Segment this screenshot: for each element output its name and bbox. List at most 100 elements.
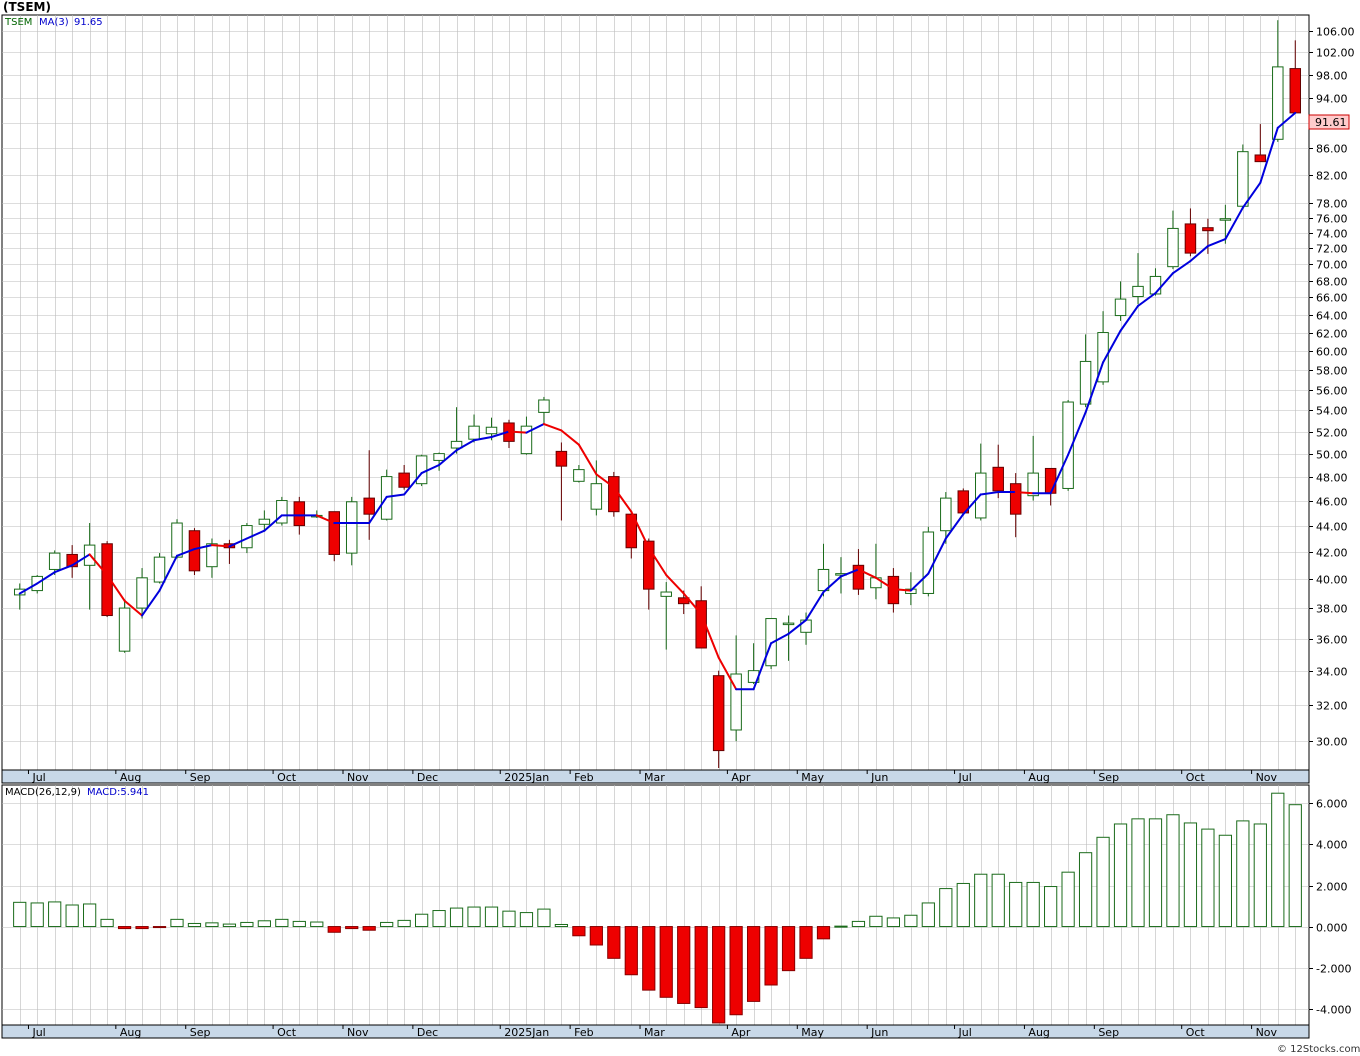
ma3-segment: [315, 514, 336, 525]
ma3-segment: [473, 435, 493, 442]
ma3-segment: [1137, 292, 1157, 307]
macd-bar-negative: [117, 926, 132, 930]
candle-body-down: [555, 450, 568, 467]
month-label: Oct: [1186, 771, 1206, 784]
candle: [992, 444, 1004, 499]
macd-tick-label: 4.000: [1316, 839, 1348, 852]
month-label: Nov: [1256, 771, 1278, 784]
macd-bar-positive: [100, 918, 114, 928]
price-tick-label: 62.00: [1316, 328, 1348, 341]
macd-bar-positive: [484, 906, 499, 928]
ma3-segment: [1154, 272, 1174, 295]
ma3-segment: [525, 423, 545, 434]
macd-bar-negative: [607, 926, 621, 959]
candle: [398, 464, 410, 490]
candle: [363, 450, 375, 540]
candle-body-down: [1254, 154, 1267, 163]
ma3-segment: [979, 491, 1000, 496]
month-label: Mar: [644, 771, 665, 784]
candle-body-up: [1167, 227, 1179, 268]
ma3-segment: [490, 430, 510, 438]
ma3-segment: [368, 495, 388, 525]
price-tick-label: 76.00: [1316, 213, 1348, 226]
ma3-segment: [123, 599, 144, 617]
candle: [922, 526, 935, 597]
ma3-segment: [542, 423, 563, 432]
month-label: 2025Jan: [504, 771, 549, 784]
ma3-segment: [560, 429, 580, 446]
macd-bar-negative: [589, 926, 603, 946]
candle-body-up: [1114, 298, 1127, 317]
macd-bar-positive: [205, 922, 219, 928]
candle: [450, 407, 463, 454]
macd-bar-negative: [572, 926, 586, 937]
candle-body-down: [712, 675, 725, 752]
macd-bar-negative: [746, 926, 761, 1002]
ma3-segment: [228, 537, 248, 548]
macd-bar-positive: [1009, 881, 1023, 928]
macd-tick-label: -2.000: [1316, 963, 1351, 976]
macd-bar-positive: [537, 908, 551, 928]
month-label: Nov: [347, 771, 369, 784]
candle: [555, 442, 568, 521]
macd-bar-positive: [65, 904, 79, 928]
month-label: Apr: [731, 1026, 751, 1039]
candle-body-down: [328, 511, 340, 555]
macd-bar-negative: [362, 926, 376, 931]
macd-tick-label: 6.000: [1316, 798, 1348, 811]
month-label: Dec: [417, 1026, 438, 1039]
candle-body-up: [1132, 285, 1144, 298]
price-tick-label: 82.00: [1316, 170, 1348, 183]
candle: [101, 541, 113, 618]
ma3-segment: [717, 656, 738, 691]
candle-body-up: [573, 469, 585, 482]
ma3-segment: [18, 582, 39, 595]
macd-panel: -4.000 -2.000 0.000 2.000 4.000 6.000 Jul Aug Se…: [1, 784, 1351, 1039]
ma3-segment: [944, 513, 965, 540]
price-plot-area: [1, 14, 1310, 771]
candle: [136, 568, 148, 619]
candle-body-up: [468, 425, 480, 440]
ma3-segment: [36, 571, 56, 585]
candle-body-up: [1219, 218, 1232, 221]
macd-legend-value: MACD:5.941: [87, 787, 149, 798]
candle: [118, 599, 131, 653]
candle-body-up: [1272, 66, 1284, 140]
month-label: Feb: [574, 1026, 593, 1039]
macd-bar-negative: [135, 926, 149, 930]
ma3-segment: [612, 486, 633, 513]
macd-bar-positive: [519, 912, 534, 928]
macd-bar-positive: [1183, 822, 1198, 928]
macd-bar-positive: [1288, 804, 1302, 928]
macd-bar-negative: [677, 926, 691, 1004]
month-label: Sep: [190, 1026, 211, 1039]
ma3-segment: [874, 576, 895, 591]
candle-body-up: [940, 497, 952, 532]
macd-bar-positive: [1096, 836, 1110, 928]
ma3-segment: [805, 591, 825, 622]
month-label: Oct: [277, 771, 297, 784]
candle: [1062, 399, 1074, 491]
candle-body-up: [520, 425, 533, 455]
macd-bar-positive: [921, 902, 935, 928]
month-label: Jul: [31, 1026, 45, 1039]
ma3-segment: [1014, 491, 1035, 495]
candle: [1114, 281, 1127, 321]
macd-bar-positive: [170, 918, 184, 928]
ma3-segment: [577, 443, 598, 476]
ma3-segment: [892, 588, 912, 592]
price-tick-label: 106.00: [1316, 26, 1355, 39]
macd-bar-positive: [240, 921, 254, 928]
month-label: Nov: [347, 1026, 369, 1039]
price-tick-label: 30.00: [1316, 736, 1348, 749]
macd-bar-positive: [397, 919, 411, 928]
candle: [1272, 20, 1284, 142]
candle: [782, 615, 795, 661]
price-tick-label: 54.00: [1316, 405, 1348, 418]
month-label: Aug: [1028, 1026, 1049, 1039]
month-label: Feb: [574, 771, 593, 784]
ma3-segment: [71, 553, 91, 567]
ma3-segment: [1259, 126, 1279, 184]
month-label: Jul: [958, 771, 972, 784]
macd-bar-positive: [292, 920, 306, 928]
